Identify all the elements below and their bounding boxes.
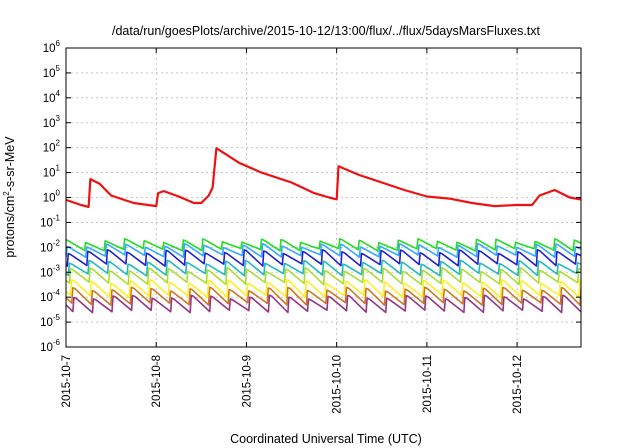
y-tick-label: 10-5 bbox=[40, 313, 60, 329]
series-line-1 bbox=[66, 238, 581, 252]
series-line-0 bbox=[66, 147, 581, 208]
y-tick-exp: 4 bbox=[56, 89, 61, 98]
y-tick-base: 10 bbox=[40, 217, 53, 229]
x-axis-title: Coordinated Universal Time (UTC) bbox=[230, 432, 422, 446]
x-tick-label: 2015-10-12 bbox=[512, 355, 524, 414]
y-axis-title: protons/cm2-s-sr-MeV bbox=[2, 136, 17, 258]
y-axis-title-suffix: -s-sr-MeV bbox=[3, 136, 17, 192]
y-tick-base: 10 bbox=[40, 267, 53, 279]
x-tick-label: 2015-10-10 bbox=[332, 355, 344, 414]
x-tick-label: 2015-10-9 bbox=[241, 355, 253, 407]
series-line-2 bbox=[66, 242, 581, 258]
series-line-8 bbox=[66, 294, 581, 314]
y-axis-title-sup: 2 bbox=[2, 191, 11, 196]
y-tick-base: 10 bbox=[43, 118, 56, 130]
y-tick-label: 104 bbox=[43, 89, 61, 105]
y-tick-base: 10 bbox=[43, 168, 56, 180]
y-tick-exp: -3 bbox=[53, 263, 61, 272]
series-line-7 bbox=[66, 286, 581, 306]
y-tick-exp: 6 bbox=[56, 39, 61, 48]
y-tick-exp: 2 bbox=[56, 139, 61, 148]
y-tick-base: 10 bbox=[43, 143, 56, 155]
y-tick-exp: 1 bbox=[56, 164, 61, 173]
x-tick-label: 2015-10-11 bbox=[422, 355, 434, 413]
chart-title: /data/run/goesPlots/archive/2015-10-12/1… bbox=[112, 24, 541, 38]
x-tick-label: 2015-10-7 bbox=[61, 355, 73, 407]
y-tick-label: 101 bbox=[43, 164, 61, 180]
y-tick-exp: -5 bbox=[53, 313, 61, 322]
y-tick-base: 10 bbox=[43, 43, 56, 55]
y-tick-exp: -2 bbox=[53, 238, 61, 247]
y-tick-label: 102 bbox=[43, 139, 61, 155]
y-axis-title-prefix: protons/cm bbox=[3, 196, 17, 258]
y-tick-base: 10 bbox=[40, 292, 53, 304]
y-tick-base: 10 bbox=[40, 317, 53, 329]
y-tick-base: 10 bbox=[40, 342, 53, 354]
y-tick-label: 10-1 bbox=[40, 213, 60, 229]
grid-lines bbox=[65, 48, 581, 347]
y-tick-exp: 0 bbox=[56, 189, 61, 198]
y-tick-label: 105 bbox=[43, 64, 61, 80]
y-tick-base: 10 bbox=[40, 242, 53, 254]
y-axis: 10-610-510-410-310-210-11001011021031041… bbox=[40, 39, 581, 354]
y-tick-label: 10-3 bbox=[40, 263, 60, 279]
x-axis: 2015-10-7 2015-10-8 2015-10-9 2015-10-10 201… bbox=[61, 48, 524, 414]
series-line-5 bbox=[66, 267, 581, 286]
y-tick-label: 106 bbox=[43, 39, 61, 55]
series-line-6 bbox=[66, 279, 581, 299]
y-tick-exp: -4 bbox=[53, 288, 61, 297]
series-line-3 bbox=[66, 249, 581, 267]
y-tick-exp: 3 bbox=[56, 114, 61, 123]
y-tick-base: 10 bbox=[43, 68, 56, 80]
y-tick-exp: -1 bbox=[53, 213, 61, 222]
y-tick-base: 10 bbox=[43, 93, 56, 105]
series-layer bbox=[66, 147, 581, 314]
y-tick-label: 10-4 bbox=[40, 288, 60, 304]
x-tick-label: 2015-10-8 bbox=[151, 355, 163, 407]
y-tick-label: 10-2 bbox=[40, 238, 60, 254]
series-line-4 bbox=[66, 259, 581, 277]
y-tick-label: 103 bbox=[43, 114, 61, 130]
y-tick-label: 100 bbox=[43, 189, 61, 205]
y-tick-label: 10-6 bbox=[40, 338, 60, 354]
y-tick-exp: -6 bbox=[53, 338, 61, 347]
y-tick-exp: 5 bbox=[56, 64, 61, 73]
y-tick-base: 10 bbox=[43, 193, 56, 205]
